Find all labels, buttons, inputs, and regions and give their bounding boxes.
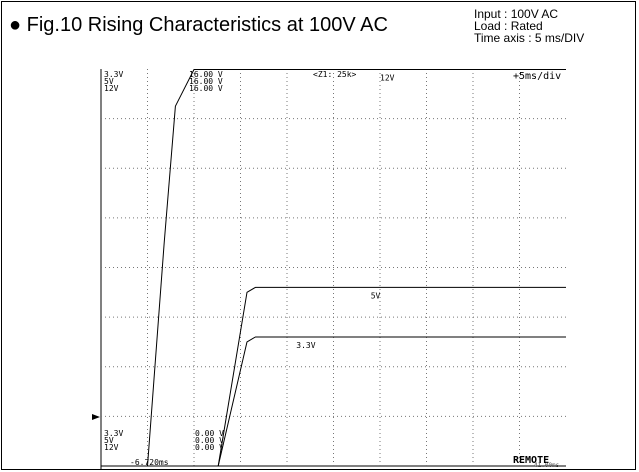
trace-label-5v: 5V bbox=[371, 291, 381, 300]
figure-title: ● Fig.10 Rising Characteristics at 100V … bbox=[9, 14, 388, 36]
trace-label-33v: 3.3V bbox=[296, 341, 315, 350]
remote-subtext: 41.00ms bbox=[534, 462, 560, 469]
trace-5v bbox=[101, 286, 566, 467]
remote-indicator: REMOTE bbox=[513, 455, 549, 466]
trace-33v bbox=[101, 336, 566, 467]
footer-offset-3v3: 0.00 V bbox=[195, 429, 224, 438]
header-channel-12v: 12V bbox=[104, 84, 119, 93]
header-channel-3v3: 3.3V bbox=[104, 70, 123, 79]
trigger-marker-icon bbox=[92, 414, 100, 420]
condition-input: Input : 100V AC bbox=[474, 7, 559, 21]
condition-load: Load : Rated bbox=[474, 19, 543, 33]
condition-time-axis: Time axis : 5 ms/DIV bbox=[474, 31, 585, 45]
timebase-readout: +5ms/div bbox=[513, 71, 561, 82]
header-channel-5v: 5V bbox=[104, 77, 114, 86]
footer-offset-12v: 0.00 V bbox=[195, 443, 224, 452]
header-scale-5v: 16.00 V bbox=[189, 77, 223, 86]
footer-offset-5v: 0.00 V bbox=[195, 436, 224, 445]
graticule bbox=[101, 69, 566, 466]
footer-channel-12v: 12V bbox=[104, 443, 119, 452]
footer-channel-5v: 5V bbox=[104, 436, 114, 445]
header-scale-12v: 16.00 V bbox=[189, 84, 223, 93]
header-scale-3v3: 16.00 V bbox=[189, 70, 223, 79]
footer-channel-3v3: 3.3V bbox=[104, 429, 123, 438]
trace-label-12v: 12V bbox=[380, 74, 395, 83]
test-conditions: Input : 100V AC Load : Rated Time axis :… bbox=[474, 8, 584, 44]
trigger-time-readout: -6.720ms bbox=[130, 458, 169, 467]
header-mode: <Z1: 25k> bbox=[313, 70, 357, 79]
